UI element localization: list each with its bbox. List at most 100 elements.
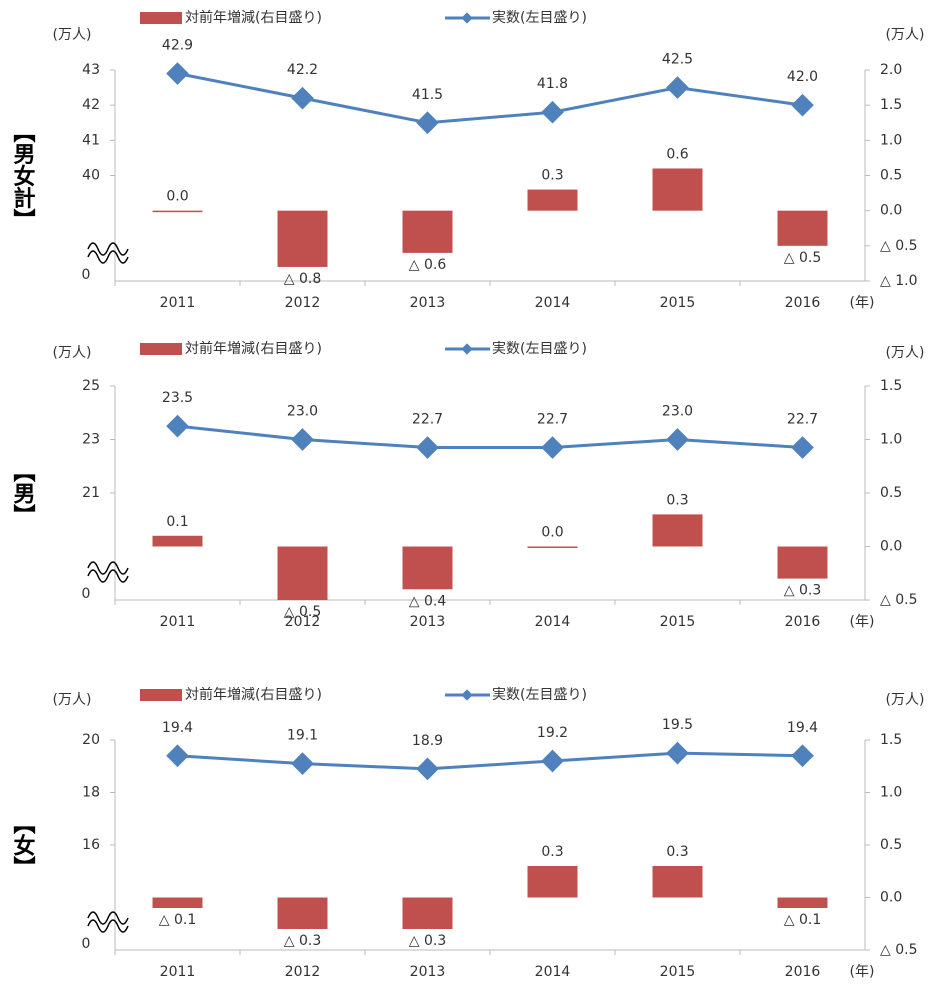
y2-tick-label: △ 0.5 <box>880 238 917 254</box>
legend-swatch <box>140 12 182 24</box>
x-tick-label: 2011 <box>160 295 196 311</box>
bar-value-label: △ 0.1 <box>784 912 821 928</box>
y2-tick-label: △ 0.5 <box>880 592 917 608</box>
x-tick-label: 2014 <box>535 295 571 311</box>
point <box>791 93 814 117</box>
y2-tick-label: 0.5 <box>880 837 902 853</box>
y-break-label: 0 <box>82 936 91 952</box>
line <box>177 751 803 771</box>
point-value-label: 18.9 <box>412 733 443 749</box>
point <box>791 744 814 768</box>
x-unit: (年) <box>850 614 875 630</box>
axis-break <box>87 242 129 264</box>
point-value-label: 23.0 <box>662 404 693 420</box>
point <box>291 428 314 451</box>
x-tick-label: 2015 <box>660 964 696 980</box>
x-tick-label: 2012 <box>285 295 321 311</box>
bar <box>402 210 453 253</box>
y2-unit: (万人) <box>886 27 925 43</box>
x-tick-label: 2013 <box>410 614 446 630</box>
point <box>166 414 189 438</box>
point-value-label: 22.7 <box>412 412 443 428</box>
point-value-label: 19.4 <box>162 720 193 736</box>
point-value-label: 19.1 <box>287 728 318 744</box>
point <box>666 76 689 99</box>
x-tick-label: 2012 <box>285 614 321 630</box>
point-value-label: 42.0 <box>787 69 818 85</box>
bar-value-label: 0.3 <box>541 844 563 860</box>
y2-unit: (万人) <box>886 345 925 361</box>
point-value-label: 42.5 <box>662 52 693 68</box>
y2-tick-label: 0.0 <box>880 539 902 555</box>
y2-tick-label: 0.5 <box>880 485 902 501</box>
legend-swatch <box>461 343 473 355</box>
point-value-label: 41.5 <box>412 87 443 103</box>
bar <box>402 897 453 929</box>
point-value-label: 23.5 <box>162 390 193 406</box>
point-value-label: 41.8 <box>537 76 568 92</box>
point <box>416 111 439 135</box>
point <box>791 436 814 459</box>
line <box>177 424 803 450</box>
axis-break <box>87 911 129 933</box>
y2-tick-label: △ 1.0 <box>880 273 917 289</box>
point <box>166 744 189 768</box>
point <box>541 749 564 773</box>
y2-tick-label: 0.0 <box>880 890 902 906</box>
point <box>166 62 189 85</box>
point <box>666 428 689 451</box>
x-tick-label: 2013 <box>410 295 446 311</box>
legend-swatch <box>461 689 473 701</box>
point-value-label: 22.7 <box>537 412 568 428</box>
bar-value-label: △ 0.8 <box>284 271 321 287</box>
y-tick-label: 25 <box>82 378 100 394</box>
bar <box>652 514 703 547</box>
point-value-label: 19.4 <box>787 720 818 736</box>
bar-value-label: 0.3 <box>666 844 688 860</box>
bar <box>777 897 828 908</box>
side-title: 【男】 <box>10 460 36 526</box>
y-tick-label: 40 <box>82 168 100 184</box>
bar <box>652 866 703 898</box>
y2-tick-label: 0.0 <box>880 203 902 219</box>
bar-value-label: △ 0.6 <box>409 257 447 273</box>
line <box>177 72 803 125</box>
bar <box>152 535 203 547</box>
x-tick-label: 2011 <box>160 964 196 980</box>
bar <box>152 897 203 908</box>
bar-value-label: △ 0.3 <box>284 933 321 949</box>
side-title: 【男女計】 <box>10 121 36 231</box>
bar-value-label: △ 0.3 <box>409 933 446 949</box>
bar <box>527 546 578 548</box>
y-tick-label: 41 <box>82 132 100 148</box>
y-tick-label: 42 <box>82 97 100 113</box>
point <box>541 100 564 124</box>
y-tick-label: 20 <box>82 732 100 748</box>
y-break-label: 0 <box>82 267 91 283</box>
x-tick-label: 2016 <box>785 964 821 980</box>
y2-tick-label: 1.5 <box>880 378 902 394</box>
point-value-label: 19.2 <box>537 725 568 741</box>
point <box>541 436 564 459</box>
x-tick-label: 2012 <box>285 964 321 980</box>
bar-value-label: 0.6 <box>666 146 688 162</box>
x-tick-label: 2011 <box>160 614 196 630</box>
x-tick-label: 2016 <box>785 295 821 311</box>
bar <box>527 189 578 211</box>
point-value-label: 22.7 <box>787 412 818 428</box>
y-tick-label: 43 <box>82 62 100 78</box>
y2-tick-label: 1.5 <box>880 97 902 113</box>
y-tick-label: 21 <box>82 485 100 501</box>
legend-label: 実数(左目盛り) <box>492 687 587 703</box>
y-unit: (万人) <box>53 345 92 361</box>
legend-label: 対前年増減(右目盛り) <box>185 340 322 357</box>
bar-value-label: 0.1 <box>166 514 188 530</box>
legend-swatch <box>461 12 473 24</box>
bar <box>777 546 828 579</box>
y2-tick-label: 1.0 <box>880 132 902 148</box>
x-tick-label: 2015 <box>660 295 696 311</box>
bar-value-label: △ 0.4 <box>409 593 447 609</box>
bar-value-label: △ 0.1 <box>159 912 196 928</box>
y-unit: (万人) <box>53 27 92 43</box>
